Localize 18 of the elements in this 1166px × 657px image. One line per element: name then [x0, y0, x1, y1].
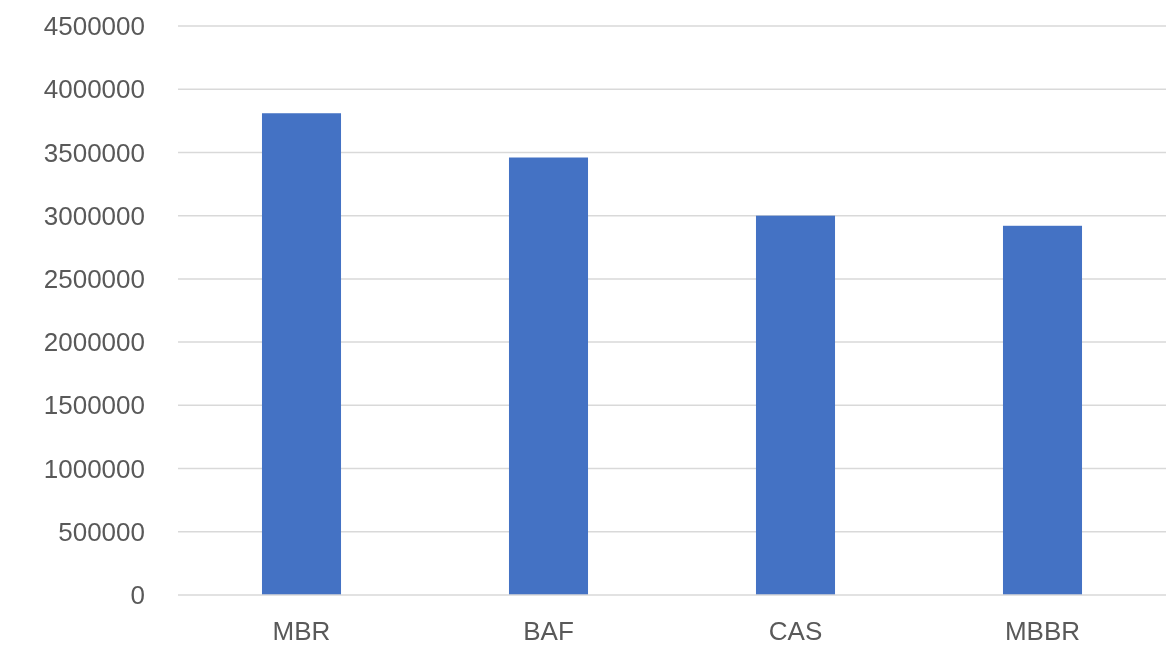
y-tick-label: 2500000	[43, 263, 145, 294]
x-tick-label: MBR	[272, 616, 331, 646]
y-tick-label: 1000000	[43, 453, 145, 484]
bar	[508, 157, 589, 595]
x-tick-label: MBBR	[1004, 616, 1081, 646]
y-tick-label: 3500000	[43, 137, 145, 168]
x-tick-label: CAS	[768, 616, 823, 646]
y-tick-label: 0	[130, 580, 145, 611]
y-tick-label: 3000000	[43, 200, 145, 231]
bar	[755, 215, 836, 595]
bar	[261, 113, 342, 595]
y-tick-label: 500000	[58, 516, 145, 547]
y-tick-label: 4500000	[43, 11, 145, 42]
y-tick-label: 2000000	[43, 327, 145, 358]
y-tick-label: 4000000	[43, 74, 145, 105]
y-tick-label: 1500000	[43, 390, 145, 421]
bar	[1002, 225, 1083, 595]
x-tick-label: BAF	[523, 616, 574, 646]
